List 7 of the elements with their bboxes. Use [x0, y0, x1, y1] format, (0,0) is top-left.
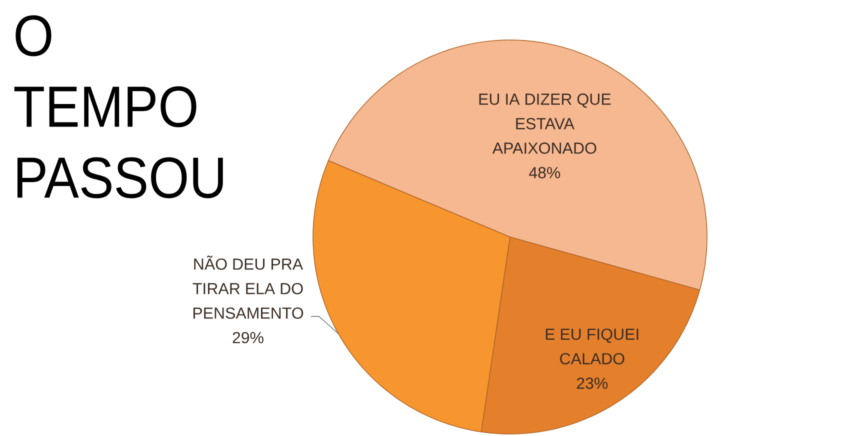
- slice-label: E EU FIQUEI CALADO: [546, 328, 638, 364]
- slice-label: EU IA DIZER QUE ESTAVA APAIXONADO: [479, 94, 611, 154]
- data-label: 23%: [576, 378, 608, 389]
- data-label: 48%: [529, 167, 560, 178]
- data-label: 29%: [232, 332, 264, 344]
- text: O TEMPO PASSOU: [14, 15, 223, 198]
- slice-label: NÃO DEU PRA TIRAR ELA DO PENSAMENTO: [192, 256, 304, 319]
